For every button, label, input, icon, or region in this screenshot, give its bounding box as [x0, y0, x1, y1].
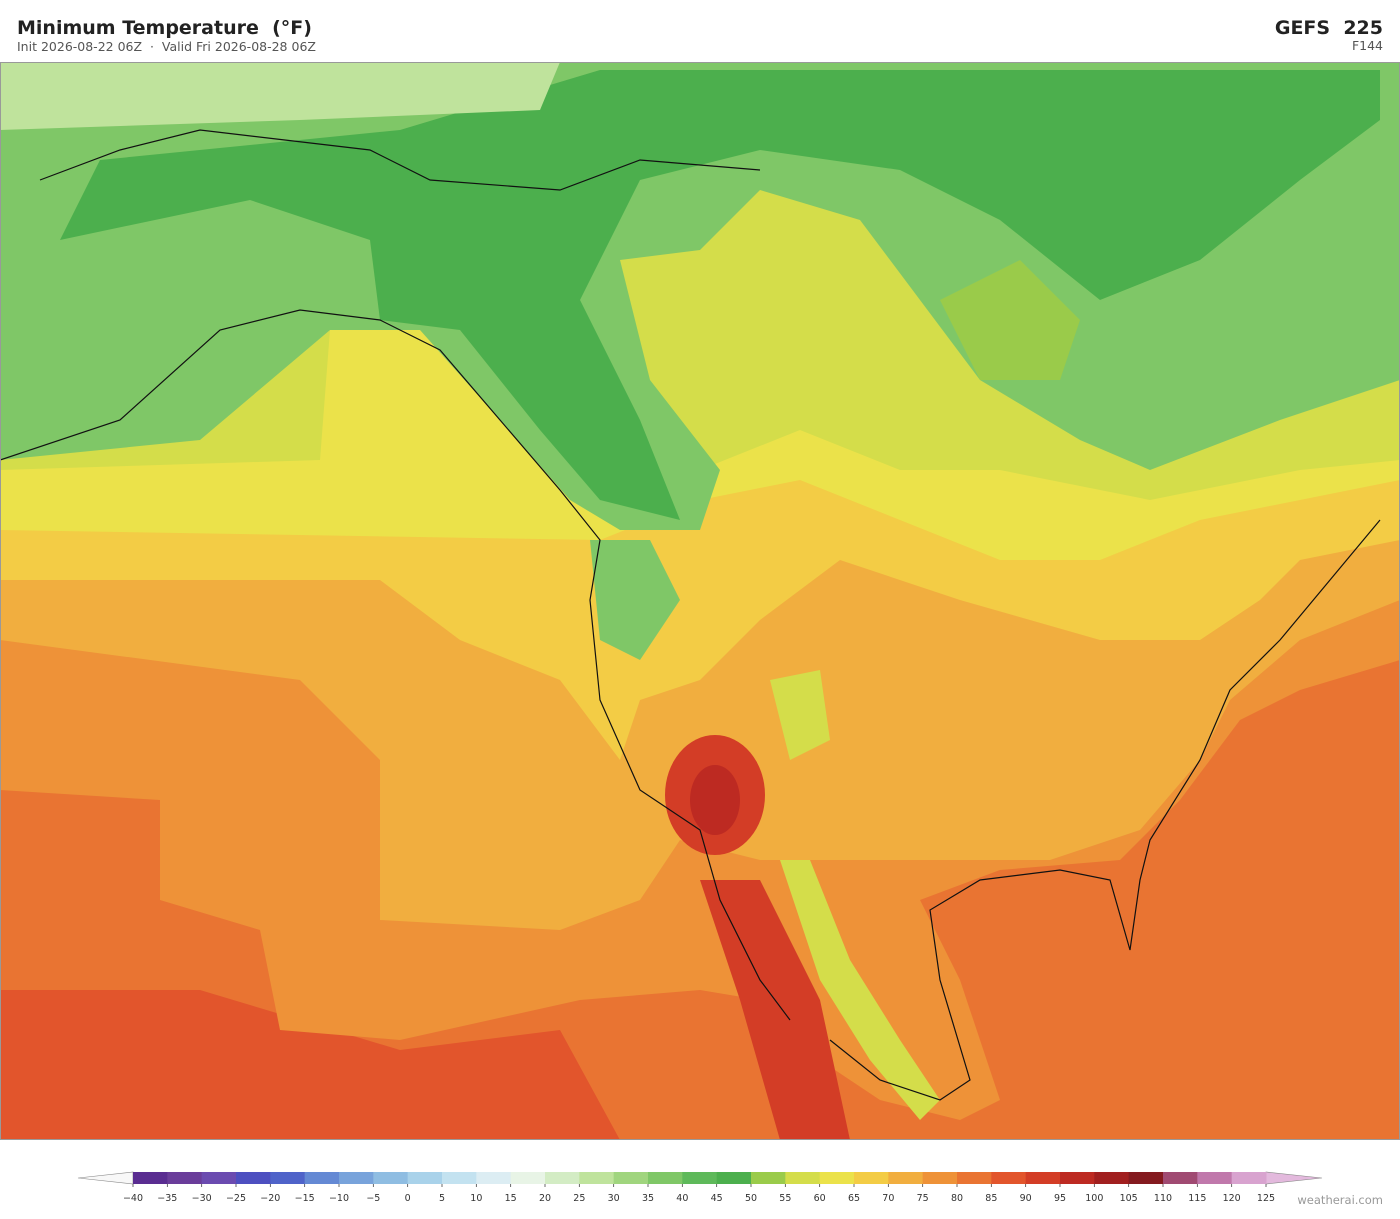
colorbar-bin: [1163, 1172, 1198, 1184]
model: GEFS 225: [1275, 17, 1383, 39]
colorbar-tick-label: 75: [917, 1193, 929, 1204]
coastline: [0, 129, 1381, 1101]
colorbar-bin: [751, 1172, 786, 1184]
colorbar-tick-label: 50: [745, 1193, 757, 1204]
colorbar-bin: [304, 1172, 340, 1184]
colorbar-bin: [1094, 1172, 1130, 1184]
colorbar-tick-label: 80: [951, 1193, 963, 1204]
colorbar-tick-label: 70: [882, 1193, 894, 1204]
colorbar-tick-label: −5: [366, 1193, 380, 1204]
colorbar-bin: [442, 1172, 477, 1184]
colorbar-bin: [407, 1172, 443, 1184]
colorbar-bin: [819, 1172, 855, 1184]
temperature-field: [780, 860, 940, 1120]
forecast-hour: F144: [1352, 38, 1383, 53]
colorbar-tick-label: −30: [192, 1193, 212, 1204]
colorbar-bin: [785, 1172, 821, 1184]
temperature-field: [0, 62, 560, 130]
colorbar-tick-label: 100: [1085, 1193, 1103, 1204]
map: [0, 62, 1400, 1140]
colorbar-bin: [922, 1172, 958, 1184]
colorbar-tick-label: 85: [985, 1193, 997, 1204]
colorbar-bin: [682, 1172, 718, 1184]
colorbar-tick-label: 0: [405, 1193, 411, 1204]
colorbar-bin: [1128, 1172, 1164, 1184]
colorbar-bin: [510, 1172, 546, 1184]
temperature-field: [0, 990, 620, 1140]
colorbar-bin: [373, 1172, 409, 1184]
colorbar-bin: [201, 1172, 237, 1184]
colorbar-tick-label: 40: [676, 1193, 688, 1204]
colorbar-bin: [716, 1172, 752, 1184]
colorbar-tick-label: 105: [1120, 1193, 1138, 1204]
colorbar-tick-label: 95: [1054, 1193, 1066, 1204]
colorbar-bin: [270, 1172, 306, 1184]
colorbar-bin: [236, 1172, 271, 1184]
colorbar: −40 −35 −30 −25 −20 −15 −10 −5 0 5 10 15 20 25 30 35 40 4…: [77, 1171, 1323, 1204]
colorbar-bin: [1231, 1172, 1267, 1184]
colorbar-tick-label: 120: [1223, 1193, 1241, 1204]
colorbar-tick-label: 10: [470, 1193, 482, 1204]
colorbar-bin: [854, 1172, 889, 1184]
colorbar-bin: [648, 1172, 683, 1184]
subtitle: Init 2026-08-22 06Z · Valid Fri 2026-08-…: [17, 39, 316, 54]
title: Minimum Temperature (°F): [17, 17, 312, 39]
colorbar-tick-label: −40: [123, 1193, 143, 1204]
colorbar-bin: [957, 1172, 992, 1184]
watermark: weatherai.com: [1297, 1193, 1383, 1207]
colorbar-tick-label: 90: [1020, 1193, 1032, 1204]
colorbar-bin: [888, 1172, 924, 1184]
temperature-field: [700, 880, 850, 1140]
colorbar-tick-label: 25: [573, 1193, 585, 1204]
colorbar-tick-label: 115: [1188, 1193, 1206, 1204]
colorbar-bin: [545, 1172, 580, 1184]
colorbar-tick-label: 55: [779, 1193, 791, 1204]
colorbar-tick-label: 60: [814, 1193, 826, 1204]
colorbar-tick-label: 65: [848, 1193, 860, 1204]
colorbar-bin: [613, 1172, 649, 1184]
colorbar-bin: [1025, 1172, 1061, 1184]
colorbar-tick-label: −10: [329, 1193, 349, 1204]
colorbar-bin: [167, 1172, 203, 1184]
colorbar-bin: [579, 1172, 615, 1184]
colorbar-tick-label: 20: [539, 1193, 551, 1204]
colorbar-tick-label: 30: [608, 1193, 620, 1204]
colorbar-tick-label: 15: [505, 1193, 517, 1204]
colorbar-bin: [1060, 1172, 1095, 1184]
colorbar-tick-label: 5: [439, 1193, 445, 1204]
temperature-field: [590, 540, 680, 660]
colorbar-bin: [1197, 1172, 1233, 1184]
temperature-field: [770, 670, 830, 760]
temperature-field: [690, 765, 740, 835]
colorbar-bin: [339, 1172, 374, 1184]
colorbar-tick-label: −15: [295, 1193, 315, 1204]
colorbar-tick-label: −35: [157, 1193, 177, 1204]
colorbar-bin: [991, 1172, 1027, 1184]
colorbar-bin: [476, 1172, 512, 1184]
temperature-field: [60, 70, 1380, 520]
colorbar-tick-label: 110: [1154, 1193, 1172, 1204]
colorbar-tick-label: −20: [260, 1193, 280, 1204]
colorbar-tick-label: −25: [226, 1193, 246, 1204]
colorbar-tick-label: 35: [642, 1193, 654, 1204]
colorbar-tick-label: 125: [1257, 1193, 1275, 1204]
colorbar-bin: [133, 1172, 168, 1184]
colorbar-tick-label: 45: [711, 1193, 723, 1204]
temperature-field: [940, 260, 1080, 380]
